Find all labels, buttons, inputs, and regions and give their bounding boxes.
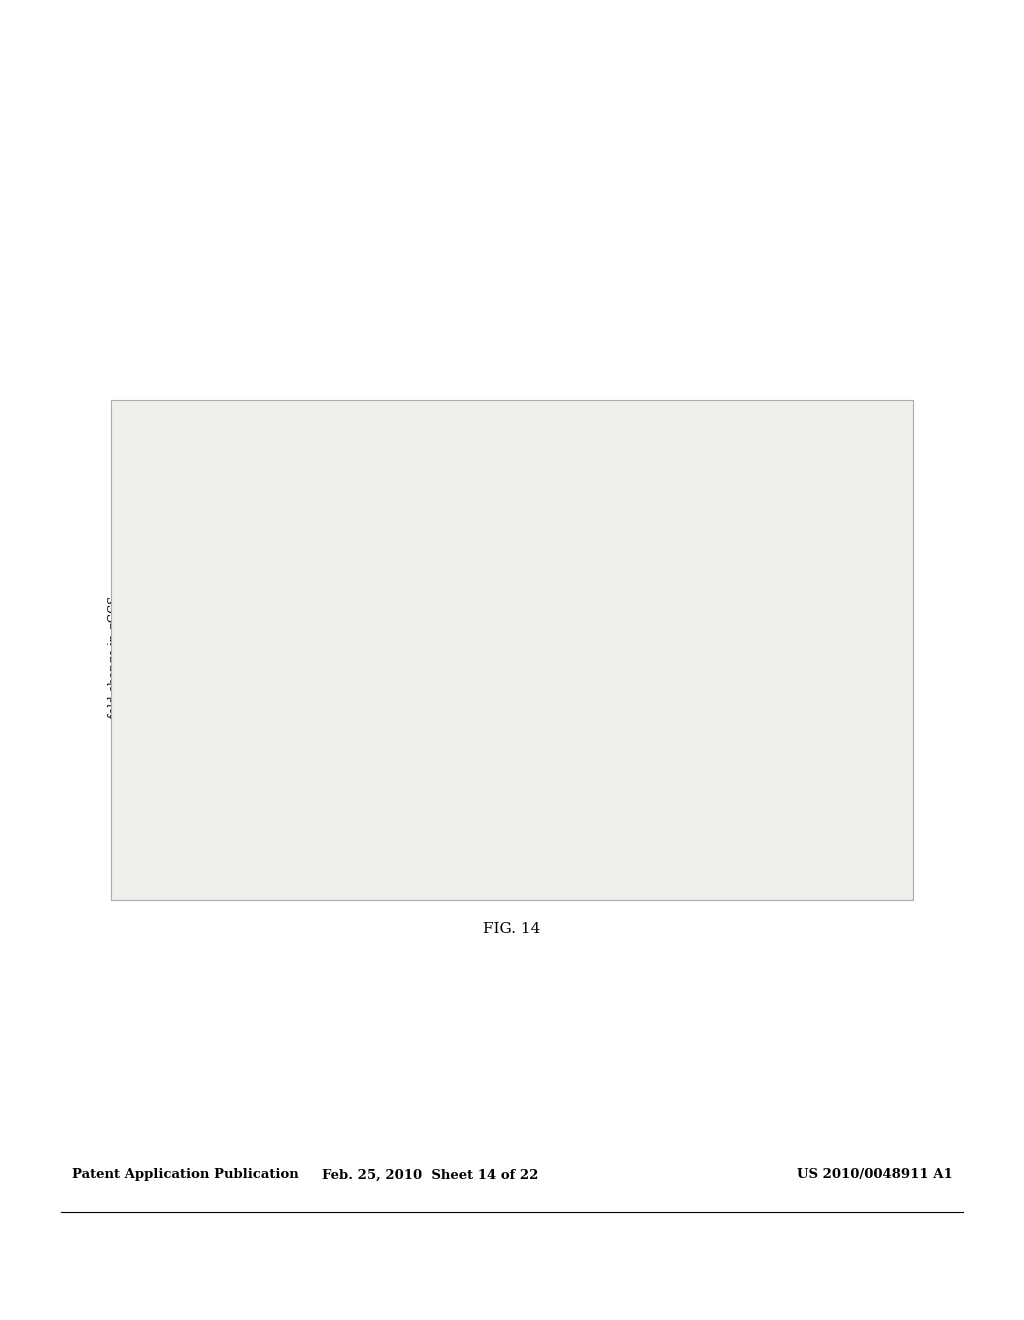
Text: FIG. 14: FIG. 14 xyxy=(483,923,541,936)
Bar xyxy=(542,807,602,851)
Text: US 2010/0048911 A1: US 2010/0048911 A1 xyxy=(797,1168,952,1181)
Bar xyxy=(181,830,242,851)
Text: Feb. 25, 2010  Sheet 14 of 22: Feb. 25, 2010 Sheet 14 of 22 xyxy=(322,1168,539,1181)
Bar xyxy=(782,631,843,851)
Bar xyxy=(302,577,361,851)
Bar xyxy=(422,717,482,851)
Text: Patent Application Publication: Patent Application Publication xyxy=(72,1168,298,1181)
Bar xyxy=(663,503,722,851)
Y-axis label: fold change in gGCS: fold change in gGCS xyxy=(109,595,121,718)
